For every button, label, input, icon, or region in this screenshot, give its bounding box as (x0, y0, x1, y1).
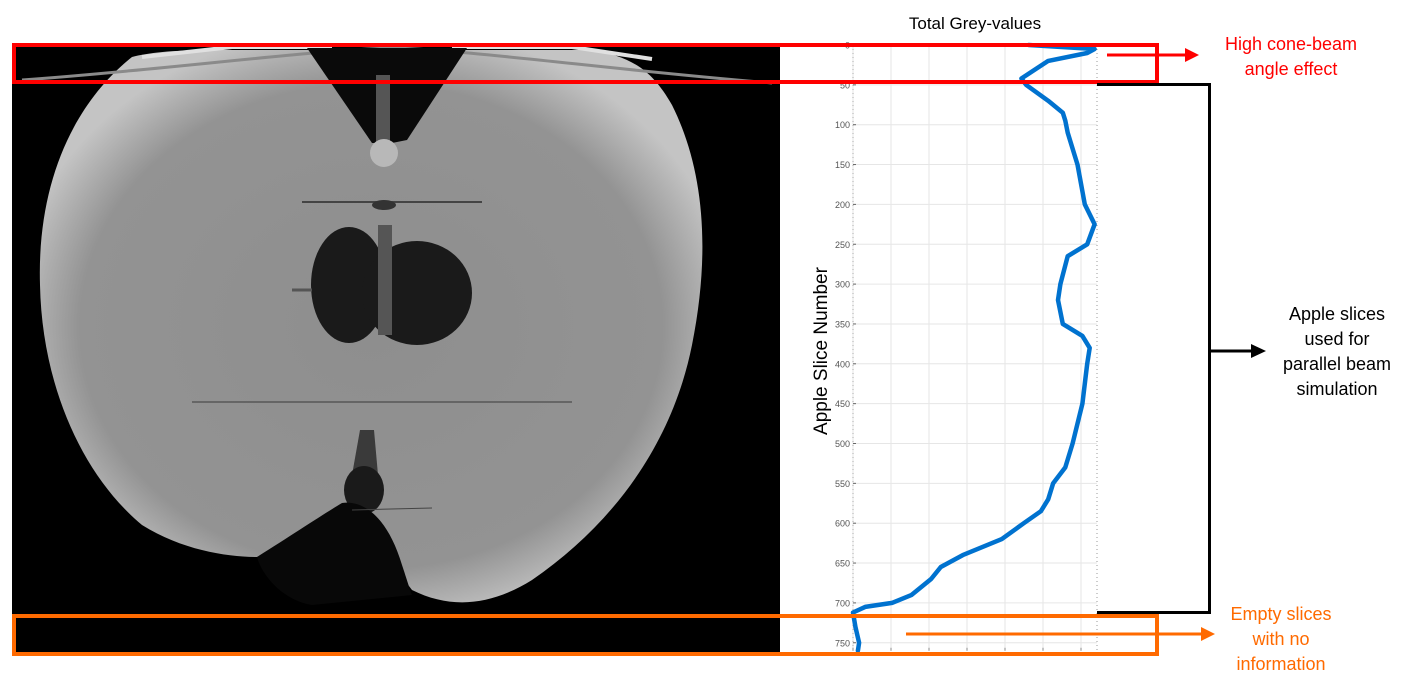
y-tick-label: 350 (835, 319, 850, 329)
annotation-line: information (1236, 654, 1326, 674)
annotation-line: parallel beam (1282, 354, 1392, 374)
y-tick-label: 500 (835, 439, 850, 449)
annotation-line: used for (1304, 329, 1370, 349)
y-tick-label: 700 (835, 598, 850, 608)
apple-ct-graphic (12, 45, 780, 655)
y-tick-label: 200 (835, 200, 850, 210)
y-tick-label: 650 (835, 559, 850, 569)
annotation-empty-slices: Empty slices with no information (1196, 602, 1366, 677)
chart-title: Total Grey-values (908, 14, 1042, 33)
annotation-line: Empty slices (1230, 604, 1332, 624)
y-tick-label: 750 (835, 638, 850, 648)
black-arrow-icon (1210, 344, 1266, 358)
y-tick-label: 600 (835, 519, 850, 529)
y-tick-label: 450 (835, 399, 850, 409)
apple-ct-image (12, 45, 780, 655)
red-arrow-icon (1107, 48, 1199, 62)
parallel-beam-bracket (1097, 83, 1211, 614)
orange-arrow-icon (906, 627, 1215, 641)
grey-value-curve (850, 42, 1097, 653)
y-tick-label: 400 (835, 359, 850, 369)
annotation-cone-beam: High cone-beam angle effect (1196, 32, 1386, 82)
y-tick-label: 50 (840, 80, 850, 90)
y-tick-label: 150 (835, 160, 850, 170)
cone-beam-highlight-box (12, 43, 1159, 84)
y-tick-label: 250 (835, 240, 850, 250)
y-tick-label: 550 (835, 479, 850, 489)
annotation-line: angle effect (1244, 59, 1338, 79)
y-tick-label: 100 (835, 120, 850, 130)
annotation-line: simulation (1296, 379, 1378, 399)
y-tick-label: 300 (835, 280, 850, 290)
annotation-line: Apple slices (1288, 304, 1386, 324)
annotation-parallel-beam: Apple slices used for parallel beam simu… (1262, 302, 1412, 402)
annotation-line: with no (1252, 629, 1310, 649)
annotation-line: High cone-beam (1224, 34, 1358, 54)
